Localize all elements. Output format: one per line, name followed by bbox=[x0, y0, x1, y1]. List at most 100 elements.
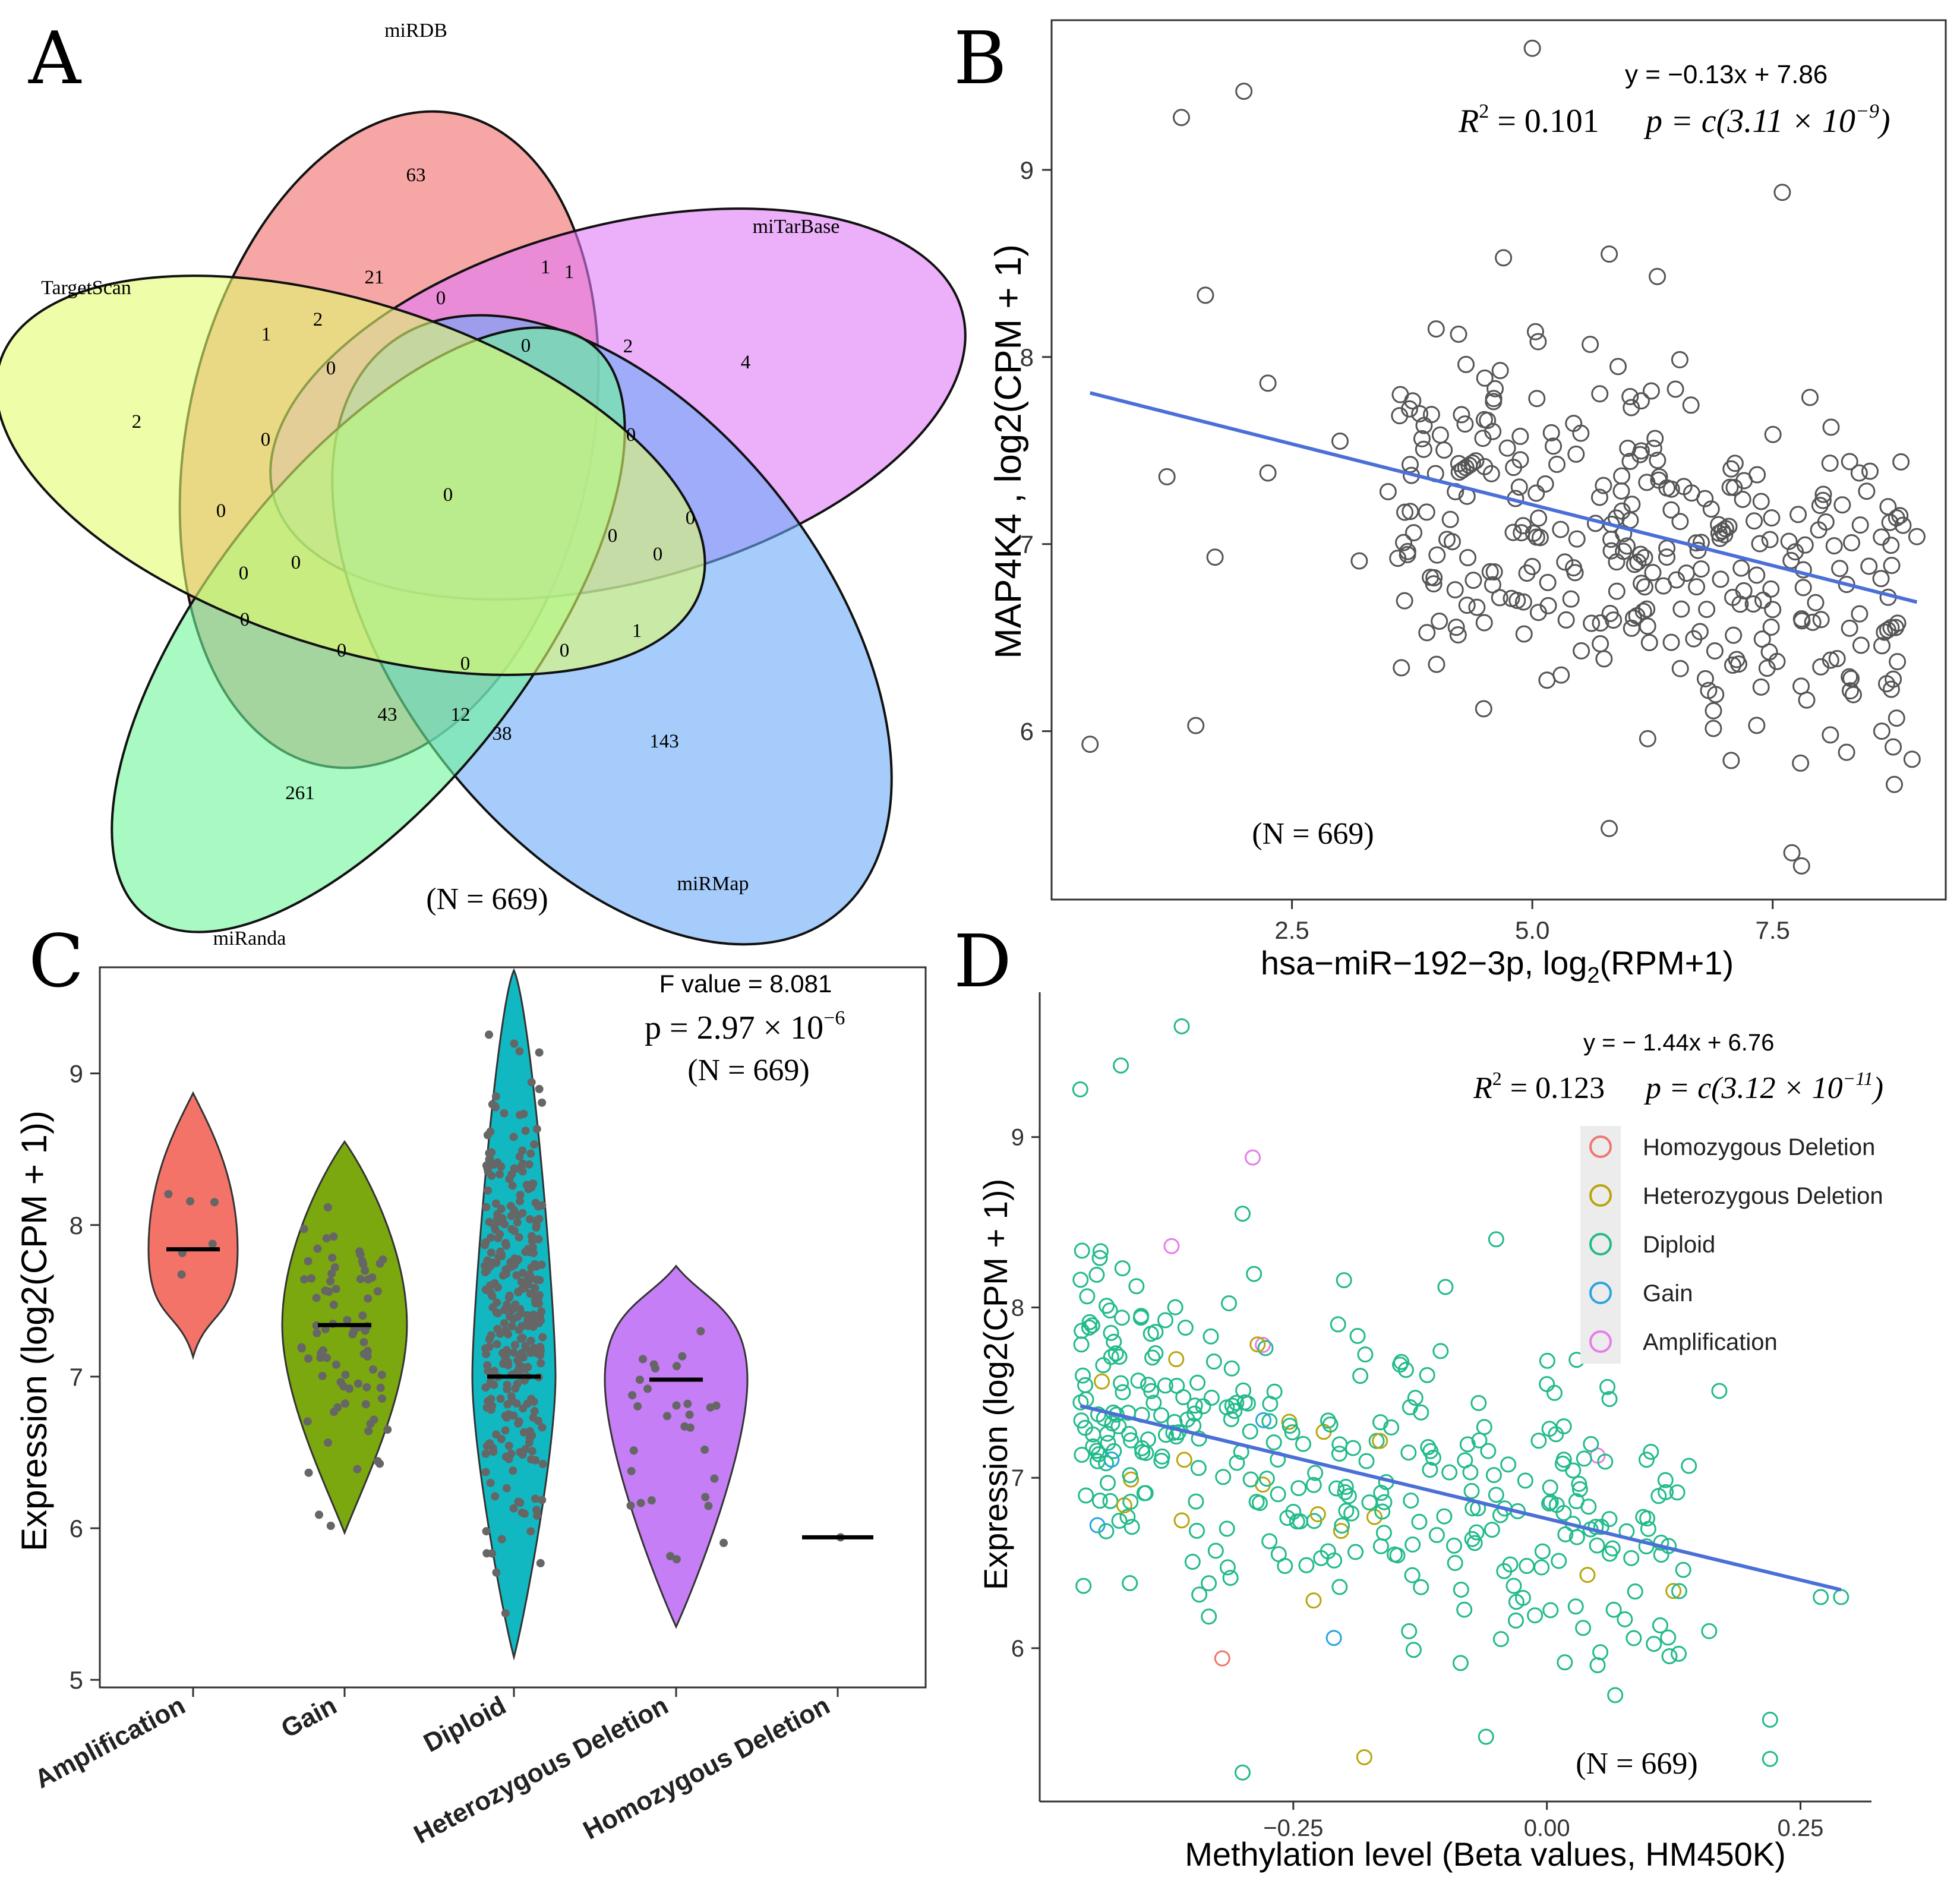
plot-d-point bbox=[1833, 1589, 1849, 1605]
plot-d-point bbox=[1081, 1314, 1098, 1330]
plot-c-axes: 5 6 7 8 9 bbox=[70, 1060, 839, 1697]
plot-d-point bbox=[1205, 1354, 1222, 1370]
violin-point bbox=[508, 1181, 517, 1190]
plot-d-point bbox=[1592, 1644, 1609, 1661]
plot-b-point bbox=[1396, 503, 1414, 521]
plot-b-point bbox=[1431, 426, 1449, 444]
plot-b-fit-line bbox=[1089, 391, 1918, 604]
plot-d-point bbox=[1508, 1594, 1525, 1610]
plot-d-point bbox=[1147, 1345, 1164, 1362]
violin-point bbox=[651, 1364, 659, 1373]
plot-d-point bbox=[1289, 1513, 1305, 1530]
plot-d-legend-key bbox=[1589, 1330, 1612, 1353]
plot-b-point bbox=[1883, 557, 1901, 575]
violin-point bbox=[488, 1292, 497, 1301]
plot-b-point bbox=[1841, 619, 1858, 637]
plot-d-point bbox=[1652, 1617, 1668, 1634]
violin-point bbox=[510, 1260, 519, 1269]
plot-d-point bbox=[1411, 1513, 1428, 1530]
violin-point bbox=[502, 1241, 511, 1250]
violin-point bbox=[538, 1459, 547, 1468]
plot-b-point bbox=[1650, 471, 1668, 489]
plot-c-ytick-label: 5 bbox=[70, 1666, 83, 1694]
violin-point bbox=[366, 1419, 375, 1428]
venn-region-count: 2 bbox=[623, 336, 633, 357]
violin-point bbox=[628, 1391, 637, 1400]
plot-b-point bbox=[1705, 720, 1722, 737]
plot-d-point bbox=[1343, 1505, 1360, 1522]
panel-letter-d: D bbox=[954, 919, 1012, 1004]
plot-b-ytick-label: 6 bbox=[1020, 718, 1034, 746]
plot-d-point bbox=[1368, 1433, 1385, 1449]
plot-d-ytick-label: 6 bbox=[1011, 1636, 1024, 1662]
plot-b-point bbox=[1658, 548, 1676, 566]
plot-d-point bbox=[1075, 1578, 1092, 1594]
plot-b-point bbox=[1649, 452, 1667, 469]
plot-d-point bbox=[1813, 1589, 1829, 1605]
plot-b-point bbox=[1595, 650, 1613, 668]
plot-d-point bbox=[1219, 1520, 1235, 1537]
violin-point bbox=[629, 1446, 638, 1455]
violin-category-label: Heterozygous Deletion bbox=[409, 1691, 673, 1850]
plot-d-point bbox=[1660, 1629, 1677, 1646]
plot-d-point bbox=[1285, 1504, 1302, 1520]
plot-d-point bbox=[1099, 1425, 1116, 1442]
plot-b-point bbox=[1712, 570, 1729, 588]
plot-d-regression-line bbox=[1080, 1404, 1842, 1592]
plot-b-point bbox=[1529, 333, 1547, 351]
plot-b-point bbox=[1552, 666, 1570, 684]
violin-point bbox=[368, 1365, 377, 1374]
plot-b-point bbox=[1450, 325, 1467, 343]
plot-d-point bbox=[1099, 1298, 1115, 1314]
plot-b-xtick-label: 7.5 bbox=[1756, 916, 1790, 944]
plot-b-point bbox=[1536, 475, 1554, 493]
plot-b-point bbox=[1632, 442, 1650, 460]
violin-point bbox=[329, 1232, 338, 1241]
violin-point bbox=[307, 1274, 315, 1283]
plot-d-point bbox=[1617, 1611, 1633, 1627]
plot-d-point bbox=[1457, 1452, 1473, 1469]
violin-point bbox=[482, 1349, 491, 1358]
violin-point bbox=[647, 1496, 656, 1505]
violin-point bbox=[482, 1203, 491, 1211]
violin-point bbox=[304, 1468, 313, 1477]
plot-d-point bbox=[1284, 1424, 1301, 1441]
plot-b-point bbox=[1602, 542, 1620, 560]
plot-b-point bbox=[1453, 406, 1470, 424]
plot-d-point bbox=[1605, 1601, 1622, 1618]
violin-point bbox=[519, 1404, 528, 1413]
plot-d-point bbox=[1115, 1384, 1131, 1400]
venn-region-count: 0 bbox=[608, 525, 618, 547]
plot-b-point bbox=[1655, 577, 1672, 595]
plot-d-point bbox=[1157, 1377, 1173, 1394]
plot-b-point bbox=[1484, 422, 1502, 440]
plot-b-point bbox=[1591, 385, 1609, 403]
plot-d-point bbox=[1261, 1533, 1278, 1550]
plot-b-point bbox=[1763, 509, 1781, 527]
violin-point bbox=[491, 1199, 500, 1208]
plot-b-point bbox=[1425, 575, 1443, 593]
violin-point bbox=[323, 1354, 332, 1362]
plot-d-point bbox=[1401, 1623, 1418, 1639]
plot-b-point bbox=[1662, 633, 1680, 651]
plot-d-point bbox=[1223, 1411, 1239, 1427]
venn-region-count: 1 bbox=[541, 257, 551, 278]
plot-b-point bbox=[1688, 578, 1706, 596]
plot-d-point bbox=[1290, 1480, 1307, 1497]
plot-d-point bbox=[1234, 1764, 1251, 1781]
plot-b-point bbox=[1780, 532, 1798, 550]
violin-point bbox=[636, 1498, 645, 1507]
violin-point bbox=[525, 1160, 534, 1169]
violin-point bbox=[500, 1109, 509, 1118]
violin-point bbox=[510, 1340, 519, 1349]
plot-d-point bbox=[1113, 1310, 1130, 1326]
venn-region-count: 38 bbox=[493, 723, 512, 744]
plot-b-point bbox=[1885, 670, 1902, 688]
plot-d-point bbox=[1242, 1423, 1258, 1440]
plot-c-n-label: (N = 669) bbox=[687, 1053, 810, 1087]
plot-d-point bbox=[1447, 1555, 1463, 1572]
plot-c-fvalue: F value = 8.081 bbox=[659, 970, 832, 998]
violin-point bbox=[186, 1197, 195, 1206]
plot-d-legend-label: Amplification bbox=[1643, 1329, 1778, 1355]
